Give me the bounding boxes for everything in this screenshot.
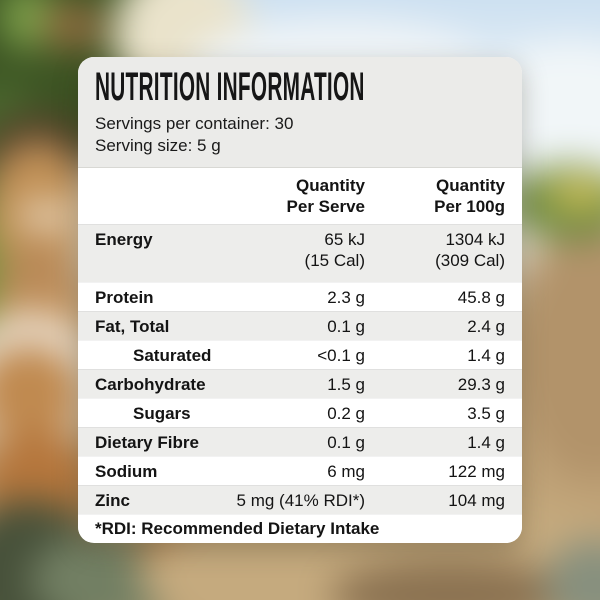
- col-header-line: Quantity: [436, 176, 505, 195]
- panel-header: NUTRITION INFORMATION Servings per conta…: [78, 57, 522, 167]
- per-serve-value: 2.3 g: [327, 287, 365, 307]
- col-header-line: Quantity: [296, 176, 365, 195]
- flowers-blob: [545, 178, 600, 210]
- per-serve-value: 0.1 g: [327, 316, 365, 336]
- servings-per-container: Servings per container: 30: [95, 114, 294, 133]
- arm-blob: [0, 342, 83, 442]
- per-100g-value: 2.4 g: [467, 316, 505, 336]
- col-header-line: Per Serve: [286, 197, 365, 216]
- per-100g-value: 1304 kJ (309 Cal): [435, 230, 505, 270]
- nutrition-rows: Energy 65 kJ (15 Cal) 1304 kJ (309 Cal) Prote…: [78, 224, 522, 514]
- per-serve-value: 1.5 g: [327, 374, 365, 394]
- per-serve-value: 65 kJ (15 Cal): [304, 230, 365, 270]
- serving-size: Serving size: 5 g: [95, 136, 221, 155]
- nutrition-row-sodium: Sodium 6 mg 122 mg: [78, 456, 522, 485]
- row-label: Dietary Fibre: [95, 432, 199, 452]
- per-serve-value: 0.1 g: [327, 432, 365, 452]
- col-header-per-serve: Quantity Per Serve: [215, 175, 365, 217]
- smile-blob: [18, 206, 76, 226]
- row-label: Carbohydrate: [95, 374, 206, 394]
- per-serve-value: 5 mg (41% RDI*): [236, 490, 365, 510]
- nutrition-row-sugars: Sugars 0.2 g 3.5 g: [78, 398, 522, 427]
- per-100g-value: 1.4 g: [467, 345, 505, 365]
- nutrition-row-carbohydrate: Carbohydrate 1.5 g 29.3 g: [78, 369, 522, 398]
- per-100g-value: 29.3 g: [457, 374, 505, 394]
- nutrition-row-dietary-fibre: Dietary Fibre 0.1 g 1.4 g: [78, 427, 522, 456]
- branch-blob: [42, 2, 104, 50]
- per-serve-value: 6 mg: [327, 461, 365, 481]
- col-header-per-100g: Quantity Per 100g: [365, 175, 505, 217]
- per-100g-value: 45.8 g: [457, 287, 505, 307]
- nutrition-row-saturated: Saturated <0.1 g 1.4 g: [78, 340, 522, 369]
- col-header-line: Per 100g: [434, 197, 505, 216]
- row-label: Fat, Total: [95, 316, 170, 336]
- nutrition-panel: NUTRITION INFORMATION Servings per conta…: [78, 57, 522, 543]
- row-label: Sugars: [133, 403, 191, 423]
- per-100g-value: 1.4 g: [467, 432, 505, 452]
- row-label: Saturated: [133, 345, 212, 365]
- per-serve-value: <0.1 g: [317, 345, 365, 365]
- nutrition-row-energy: Energy 65 kJ (15 Cal) 1304 kJ (309 Cal): [78, 224, 522, 282]
- row-label: Sodium: [95, 461, 158, 481]
- rdi-footnote: *RDI: Recommended Dietary Intake: [78, 514, 522, 542]
- row-label: Protein: [95, 287, 154, 307]
- panel-title: NUTRITION INFORMATION: [95, 65, 365, 109]
- row-label: Energy: [95, 230, 153, 249]
- per-serve-value: 0.2 g: [327, 403, 365, 423]
- row-label: Zinc: [95, 490, 130, 510]
- nutrition-row-zinc: Zinc 5 mg (41% RDI*) 104 mg: [78, 485, 522, 514]
- per-100g-value: 122 mg: [448, 461, 505, 481]
- nutrition-row-fat-total: Fat, Total 0.1 g 2.4 g: [78, 311, 522, 340]
- nutrition-row-protein: Protein 2.3 g 45.8 g: [78, 282, 522, 311]
- per-100g-value: 104 mg: [448, 490, 505, 510]
- per-100g-value: 3.5 g: [467, 403, 505, 423]
- table-header-row: Quantity Per Serve Quantity Per 100g: [78, 167, 522, 224]
